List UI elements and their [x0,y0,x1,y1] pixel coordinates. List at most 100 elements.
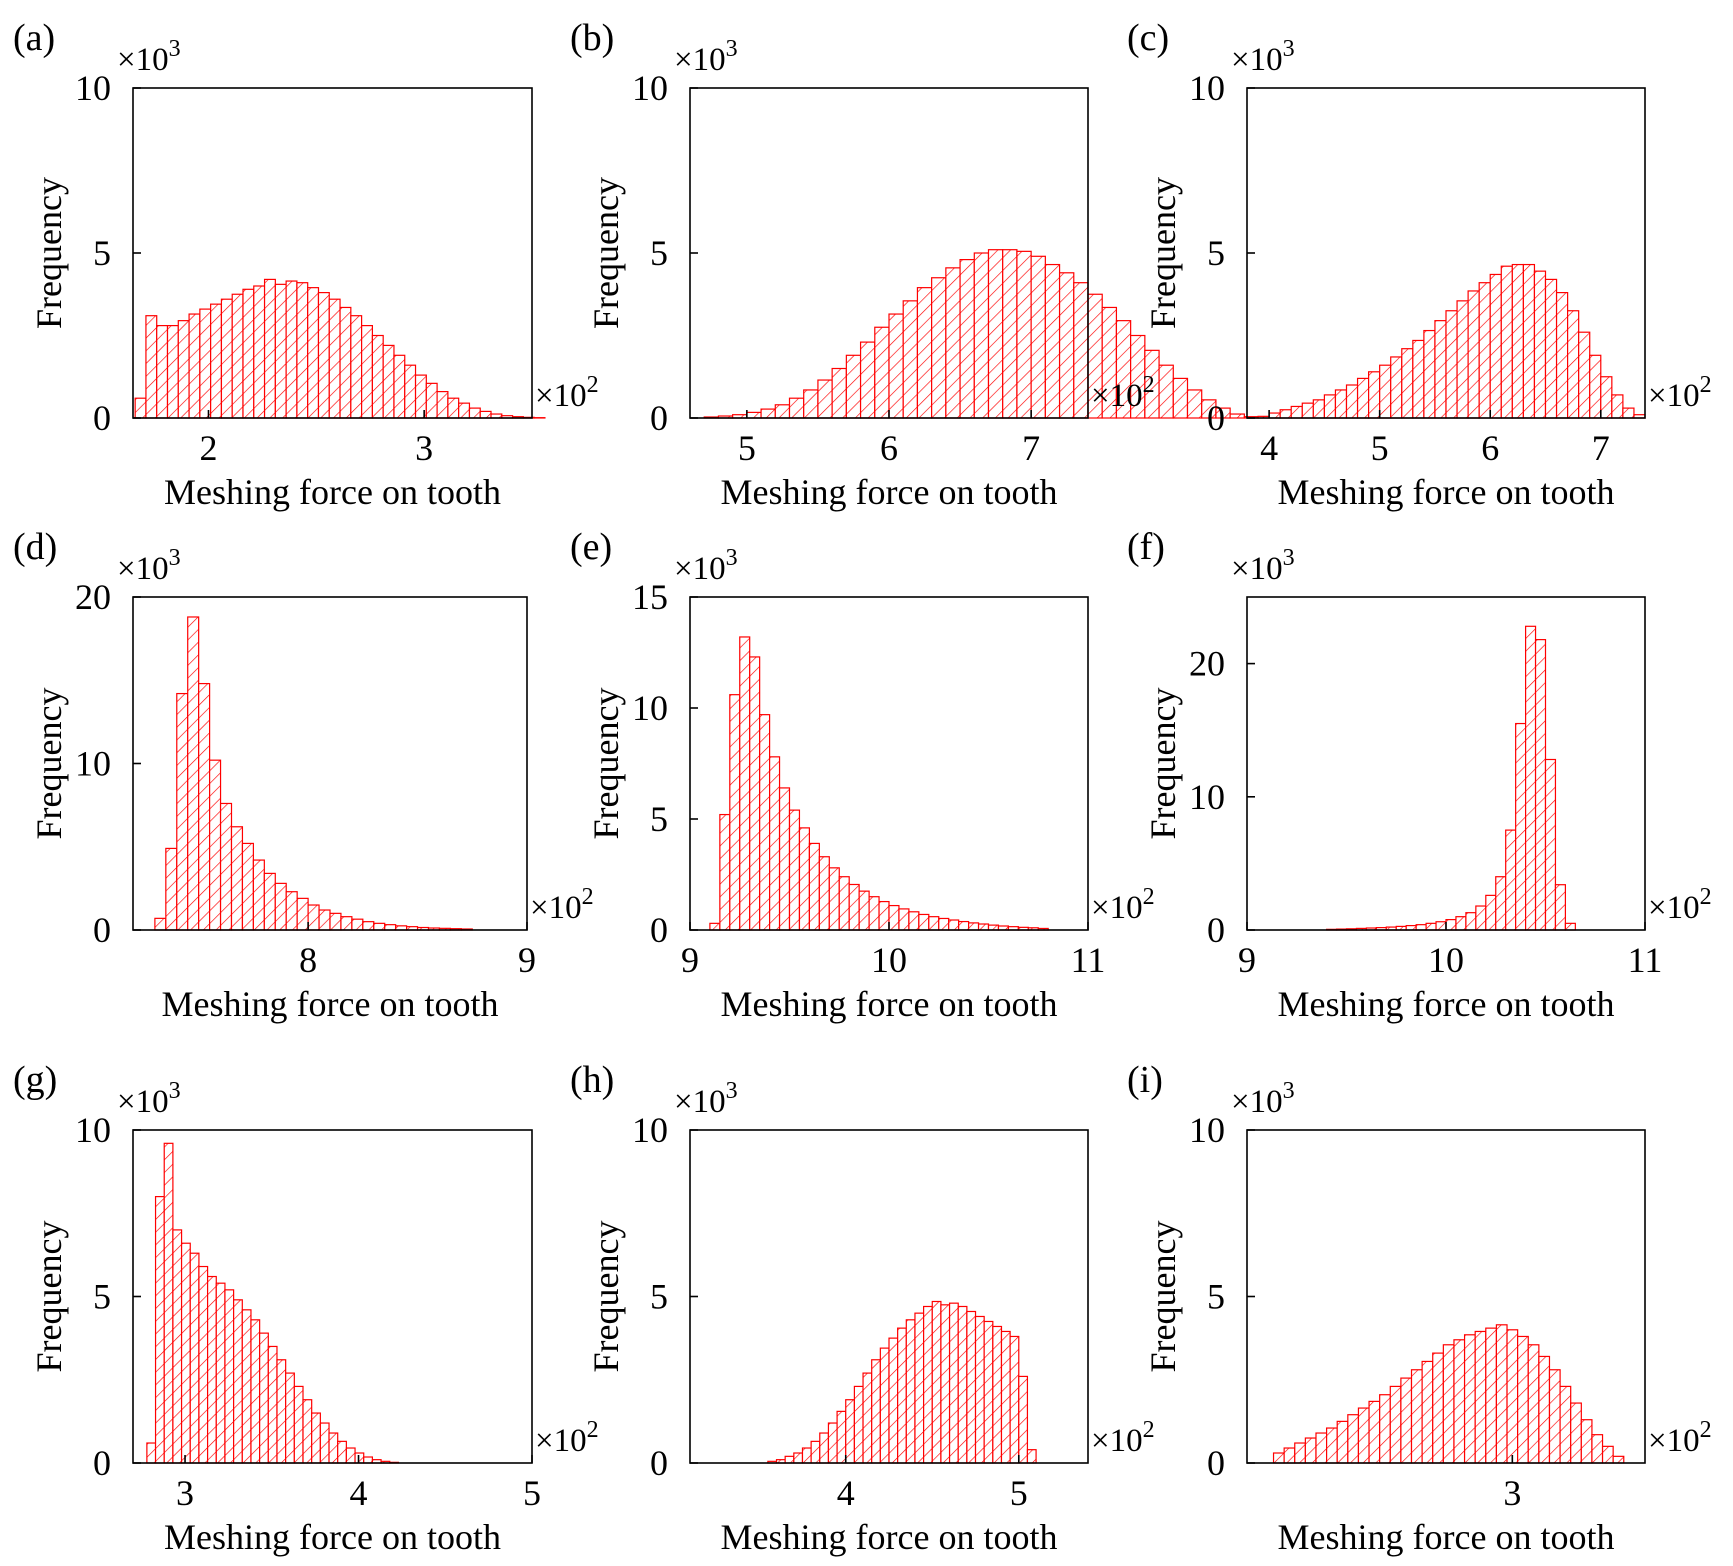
histogram-bar [768,756,781,931]
histogram-bar [898,908,910,931]
histogram-bar [307,287,320,419]
histogram-bar [134,397,147,419]
y-axis-label: Frequency [29,1221,69,1373]
y-axis-multiplier-exponent: 3 [1283,1078,1295,1104]
histogram-bar [362,921,375,931]
histogram-bar [897,1327,907,1464]
histogram-bar [862,1372,873,1464]
histogram-bar [1489,273,1502,419]
y-tick-label: 5 [650,1277,668,1317]
y-tick-label: 5 [650,233,668,273]
histogram-bar [199,308,212,419]
histogram-bar [328,298,341,419]
x-axis-multiplier-exponent: 2 [1143,884,1155,910]
histogram-panel-3: 4 5 6 7 0 5 10 (c) ×103 ×102 Meshing force on toot… [1127,17,1712,512]
x-axis-multiplier: ×102 [1091,1417,1155,1459]
x-axis-multiplier-exponent: 2 [582,884,594,910]
y-axis-label: Frequency [1143,177,1183,329]
x-tick-label: 5 [738,428,756,468]
histogram-bar [163,1142,174,1464]
histogram-bar [938,917,950,931]
histogram-bar [337,1440,347,1464]
histogram-bar [859,341,876,419]
histogram-bar [746,411,762,419]
histogram-panel-5: 9 10 11 0 5 10 15 (e) ×103 ×102 Meshing force on t… [570,526,1155,1024]
histogram-bar [154,1195,165,1464]
histogram-bar [983,1320,994,1464]
histogram-bar [224,1289,235,1464]
histogram-bar [1026,1449,1037,1464]
histogram-bar [888,904,900,931]
histogram-bar [285,891,298,931]
histogram-bar [1336,1420,1349,1464]
histogram-bar [878,900,890,931]
histogram-bar [1524,625,1537,931]
y-tick-label: 20 [1189,644,1225,684]
histogram-bar [1325,1427,1338,1464]
histogram-bar [1478,282,1491,419]
histogram-bar [817,379,833,419]
histogram-bar [853,1385,864,1464]
histogram-bar [1517,1335,1529,1464]
histogram-bar [1368,371,1381,419]
histogram-bar [1186,389,1203,419]
histogram-bar [923,1305,933,1464]
x-axis-multiplier-exponent: 2 [1700,1417,1712,1443]
histogram-bar [166,325,179,419]
y-axis-label: Frequency [586,688,626,840]
histogram-bar [973,252,990,419]
x-tick-label: 6 [1481,428,1499,468]
y-axis-multiplier: ×103 [117,1078,181,1120]
histogram-bar [1442,1344,1455,1464]
y-axis-multiplier: ×103 [117,545,181,587]
x-axis-multiplier: ×102 [1091,884,1155,926]
histogram-bar [1172,377,1189,419]
x-tick-label: 3 [1503,1473,1521,1513]
x-tick-label: 9 [681,940,699,980]
histogram-bar [974,1315,985,1464]
x-axis-multiplier-exponent: 2 [1700,372,1712,398]
histogram-bar [1601,1445,1614,1464]
histogram-bar [1016,250,1032,419]
histogram-panel-9: 3 0 5 10 (i) ×103 ×102 Meshing force on tooth Fr… [1127,1059,1712,1557]
histogram-bar [1511,263,1524,419]
y-tick-label: 5 [1207,233,1225,273]
histogram-bar [231,293,244,419]
histogram-bar [1323,394,1337,419]
histogram-bar [274,283,287,419]
x-tick-label: 5 [1010,1473,1028,1513]
histogram-bars [709,636,1049,931]
y-tick-label: 0 [650,1443,668,1483]
histogram-bar [845,354,862,419]
histogram-bar [1500,265,1513,419]
x-axis-multiplier: ×102 [535,372,599,414]
histogram-bar [1390,356,1403,419]
histogram-bar [207,1275,217,1464]
histogram-bar [233,1299,243,1464]
panel-label: (e) [570,526,612,568]
histogram-bar [916,287,933,419]
panel-label: (h) [570,1059,614,1101]
y-axis-multiplier: ×103 [674,1078,738,1120]
x-tick-label: 7 [1022,428,1040,468]
histogram-panel-1: 2 3 0 5 10 (a) ×103 ×102 Meshing force on tooth F… [13,17,599,512]
histogram-bar [1544,758,1557,931]
x-tick-label: 8 [299,940,317,980]
histogram-bar [1611,394,1624,419]
histogram-bar [1456,300,1469,419]
histogram-bar [987,249,1004,419]
histogram-bar [1301,402,1314,419]
histogram-bar [784,1455,795,1464]
y-axis-label: Frequency [586,1221,626,1373]
histogram-bar [1294,1442,1306,1464]
y-tick-label: 15 [632,577,668,617]
x-axis-multiplier-exponent: 2 [587,372,599,398]
histogram-bar [1589,354,1602,419]
histogram-bar [1527,1344,1540,1464]
histogram-bar [1018,1375,1029,1464]
histogram-bar [948,919,960,931]
x-axis-label: Meshing force on tooth [162,984,499,1024]
panel-label: (b) [570,17,614,59]
x-axis-multiplier: ×102 [535,1417,599,1459]
